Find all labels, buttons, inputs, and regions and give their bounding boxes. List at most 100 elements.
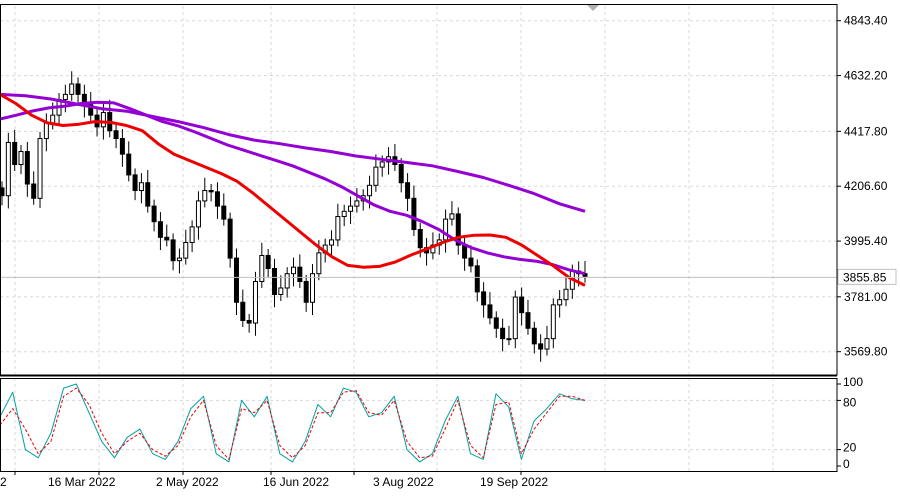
candle-body <box>0 187 5 197</box>
candle-body <box>531 327 537 345</box>
candle-body <box>31 183 37 199</box>
shift-marker-icon[interactable] <box>587 5 599 11</box>
stochastic-tick-label: 100 <box>843 375 863 389</box>
candle-body <box>164 236 170 241</box>
candle-body <box>373 166 379 186</box>
candle-body <box>119 138 125 155</box>
candle-body <box>170 239 176 262</box>
candle-body <box>354 200 360 207</box>
candle-body <box>297 266 303 282</box>
candle-body <box>379 161 385 168</box>
candle-body <box>316 252 322 275</box>
price-tick-label: 4632.20 <box>844 69 888 83</box>
time-tick-label: 2 <box>0 475 7 489</box>
candle-body <box>468 257 474 267</box>
candle-body <box>291 266 296 275</box>
candle-body <box>62 93 68 101</box>
candle-body <box>462 244 468 259</box>
candle-body <box>335 216 341 241</box>
candle-body <box>5 141 11 197</box>
candle-body <box>240 301 246 321</box>
stochastic-panel <box>0 383 586 463</box>
candle-body <box>214 191 220 207</box>
candle-body <box>227 218 233 259</box>
candle-body <box>221 205 227 220</box>
candle-body <box>455 213 461 246</box>
candle-body <box>24 151 30 185</box>
candle-body <box>310 273 316 303</box>
candle-body <box>132 174 138 192</box>
candle-body <box>506 338 512 341</box>
stochastic-panel-border <box>0 378 838 472</box>
price-tick-label: 4417.80 <box>844 124 888 138</box>
candle-body <box>500 327 506 340</box>
time-tick-label: 19 Sep 2022 <box>480 475 548 489</box>
candle-body <box>341 210 347 218</box>
stochastic-tick-label: 80 <box>843 395 857 409</box>
candle-body <box>12 141 18 166</box>
candle-body <box>525 312 531 329</box>
candle-body <box>557 299 563 306</box>
candle-body <box>252 280 258 324</box>
time-tick-label: 16 Jun 2022 <box>263 475 329 489</box>
candle-body <box>176 257 182 262</box>
time-axis: 2 16 Mar 2022 2 May 2022 16 Jun 2022 3 Aug 2… <box>0 471 548 489</box>
candle-body <box>113 130 119 140</box>
candle-body <box>18 151 24 166</box>
candle-body <box>208 190 214 193</box>
time-tick-label: 3 Aug 2022 <box>373 475 434 489</box>
candle-body <box>303 280 309 303</box>
stochastic-tick-label: 20 <box>843 441 857 455</box>
candle-body <box>487 304 493 319</box>
candle-body <box>284 273 290 289</box>
candle-body <box>411 197 417 231</box>
candle-body <box>195 200 201 228</box>
stochastic-main-line <box>0 383 586 463</box>
candle-body <box>512 296 518 340</box>
chart-frame <box>0 4 838 472</box>
candle-body <box>233 257 239 303</box>
ma-long-line <box>0 92 586 213</box>
candle-body <box>246 319 252 324</box>
candle-body <box>151 205 157 223</box>
candle-body <box>157 221 163 238</box>
candle-body <box>538 343 544 350</box>
ma-slow-line <box>0 100 586 276</box>
candle-body <box>43 122 49 140</box>
candle-body <box>405 182 411 199</box>
candle-body <box>37 138 43 199</box>
candle-body <box>75 83 81 95</box>
candle-body <box>550 304 556 340</box>
candle-body <box>417 229 423 249</box>
candle-body <box>367 184 373 197</box>
candle-body <box>449 213 455 220</box>
price-tick-label: 4843.40 <box>844 14 888 28</box>
candle-body <box>278 287 284 295</box>
stochastic-axis: 100 80 20 0 <box>837 375 863 471</box>
candle-body <box>443 218 449 241</box>
candle-body <box>126 153 132 176</box>
candle-body <box>138 182 144 192</box>
candle-body <box>100 112 106 128</box>
candle-body <box>398 164 404 184</box>
candle-body <box>474 265 480 293</box>
price-tick-label: 3995.40 <box>844 234 888 248</box>
candle-body <box>183 241 189 259</box>
current-price-box <box>837 268 897 285</box>
price-tick-label: 3781.00 <box>844 290 888 304</box>
price-axis: 4843.40 4632.20 4417.80 4206.60 3995.40 3781.… <box>837 14 897 359</box>
time-tick-label: 2 May 2022 <box>156 475 219 489</box>
candle-body <box>259 254 265 282</box>
time-tick-label: 16 Mar 2022 <box>48 475 116 489</box>
price-panel <box>0 71 837 362</box>
candle-body <box>189 226 195 243</box>
price-tick-label: 3569.80 <box>844 345 888 359</box>
candle-body <box>50 114 56 124</box>
candle-body <box>348 205 354 212</box>
candle-body <box>265 254 271 269</box>
candle-body <box>145 182 151 207</box>
price-panel-border <box>0 4 838 376</box>
candle-body <box>329 239 335 246</box>
stochastic-tick-label: 0 <box>843 457 850 471</box>
